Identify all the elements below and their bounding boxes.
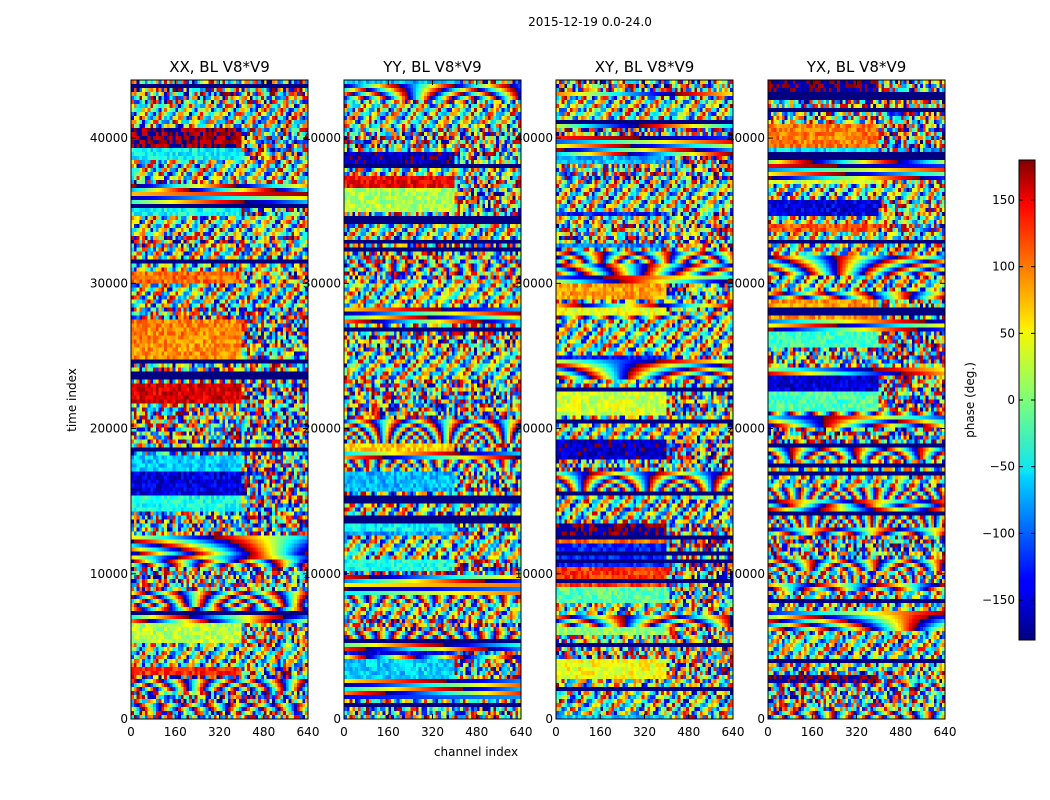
colorbar-tick-label: 150 bbox=[992, 193, 1015, 207]
phase-heatmap-image bbox=[556, 80, 733, 719]
panel-0: XX, BL V8*V9 0 160 320 480 640 0 10000 20000 3000… bbox=[90, 58, 320, 739]
colorbar-tick-label: −150 bbox=[982, 593, 1015, 607]
x-tick-label: 0 bbox=[764, 725, 772, 739]
colorbar-label: phase (deg.) bbox=[963, 362, 977, 438]
x-tick-label: 480 bbox=[889, 725, 912, 739]
y-tick-label: 20000 bbox=[90, 422, 128, 436]
y-tick-label: 0 bbox=[333, 712, 341, 726]
x-tick-label: 160 bbox=[164, 725, 187, 739]
x-tick-label: 480 bbox=[677, 725, 700, 739]
y-tick-label: 20000 bbox=[303, 422, 341, 436]
y-tick-label: 0 bbox=[120, 712, 128, 726]
x-tick-label: 0 bbox=[340, 725, 348, 739]
x-tick-label: 640 bbox=[510, 725, 533, 739]
y-tick-label: 30000 bbox=[303, 276, 341, 290]
y-tick-label: 40000 bbox=[727, 131, 765, 145]
phase-heatmap-image bbox=[131, 80, 308, 719]
x-tick-label: 480 bbox=[252, 725, 275, 739]
colorbar-tick-label: −100 bbox=[982, 526, 1015, 540]
y-tick-label: 20000 bbox=[515, 422, 553, 436]
y-tick-label: 30000 bbox=[727, 276, 765, 290]
y-tick-label: 40000 bbox=[515, 131, 553, 145]
x-tick-label: 320 bbox=[633, 725, 656, 739]
y-tick-label: 10000 bbox=[515, 567, 553, 581]
panel-2: XY, BL V8*V9 0 160 320 480 640 0 10000 20000 3000… bbox=[515, 58, 745, 739]
y-tick-label: 10000 bbox=[727, 567, 765, 581]
colorbar-tick-label: 100 bbox=[992, 260, 1015, 274]
y-tick-label: 20000 bbox=[727, 422, 765, 436]
y-tick-label: 10000 bbox=[90, 567, 128, 581]
y-tick-label: 30000 bbox=[90, 276, 128, 290]
y-tick-label: 30000 bbox=[515, 276, 553, 290]
y-axis-label: time index bbox=[65, 368, 79, 432]
panel-title: XY, BL V8*V9 bbox=[595, 58, 695, 76]
y-tick-label: 40000 bbox=[90, 131, 128, 145]
colorbar-tick-label: 50 bbox=[1000, 326, 1015, 340]
x-tick-label: 160 bbox=[801, 725, 824, 739]
figure-suptitle: 2015-12-19 0.0-24.0 bbox=[528, 15, 652, 29]
x-tick-label: 320 bbox=[845, 725, 868, 739]
phase-heatmap-image bbox=[768, 80, 945, 719]
x-tick-label: 320 bbox=[421, 725, 444, 739]
panel-title: YX, BL V8*V9 bbox=[806, 58, 907, 76]
y-tick-label: 0 bbox=[545, 712, 553, 726]
x-tick-label: 0 bbox=[127, 725, 135, 739]
panels-group: XX, BL V8*V9 0 160 320 480 640 0 10000 20000 3000… bbox=[90, 58, 957, 739]
panel-title: XX, BL V8*V9 bbox=[169, 58, 270, 76]
x-tick-label: 640 bbox=[722, 725, 745, 739]
colorbar: 150 100 50 0 −50 −100 −150 bbox=[982, 159, 1036, 641]
x-axis-label: channel index bbox=[434, 745, 518, 759]
x-tick-label: 160 bbox=[377, 725, 400, 739]
x-tick-label: 0 bbox=[552, 725, 560, 739]
x-tick-label: 640 bbox=[297, 725, 320, 739]
panel-3: YX, BL V8*V9 0 160 320 480 640 0 10000 20000 3000… bbox=[727, 58, 957, 739]
y-tick-label: 0 bbox=[757, 712, 765, 726]
panel-title: YY, BL V8*V9 bbox=[382, 58, 481, 76]
x-tick-label: 480 bbox=[465, 725, 488, 739]
x-tick-label: 320 bbox=[208, 725, 231, 739]
phase-heatmap-image bbox=[344, 80, 521, 719]
colorbar-tick-label: 0 bbox=[1007, 393, 1015, 407]
colorbar-tick-label: −50 bbox=[990, 460, 1015, 474]
y-tick-label: 10000 bbox=[303, 567, 341, 581]
x-tick-label: 640 bbox=[934, 725, 957, 739]
x-tick-label: 160 bbox=[589, 725, 612, 739]
panel-1: YY, BL V8*V9 0 160 320 480 640 0 10000 20000 3000… bbox=[303, 58, 533, 739]
y-tick-label: 40000 bbox=[303, 131, 341, 145]
